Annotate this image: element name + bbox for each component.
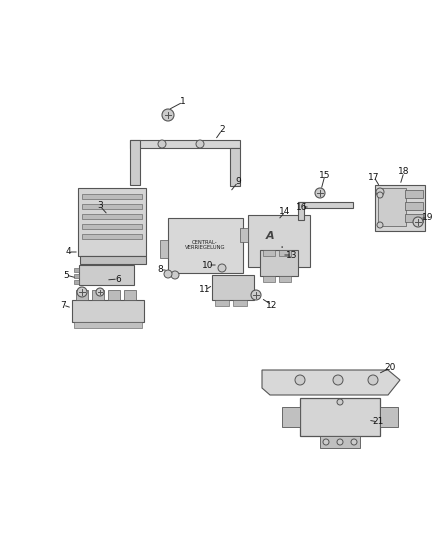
- Bar: [108, 290, 120, 300]
- Circle shape: [96, 288, 104, 296]
- Text: 5: 5: [63, 271, 69, 279]
- Text: ·: ·: [280, 241, 284, 255]
- Text: 20: 20: [384, 364, 396, 373]
- Bar: [405, 214, 423, 222]
- Text: 16: 16: [296, 203, 308, 212]
- Bar: [82, 214, 142, 219]
- Text: 2: 2: [219, 125, 225, 134]
- Bar: [74, 322, 142, 328]
- Bar: [233, 300, 247, 306]
- Circle shape: [315, 188, 325, 198]
- Circle shape: [171, 271, 179, 279]
- Bar: [72, 300, 144, 322]
- Bar: [160, 240, 168, 258]
- Bar: [380, 407, 398, 427]
- Bar: [300, 398, 380, 436]
- Circle shape: [162, 109, 174, 121]
- Circle shape: [376, 188, 384, 196]
- Text: 19: 19: [422, 214, 434, 222]
- Circle shape: [77, 287, 87, 297]
- Circle shape: [377, 192, 383, 198]
- Bar: [230, 148, 240, 186]
- Bar: [74, 280, 79, 284]
- Bar: [375, 185, 425, 231]
- Bar: [405, 202, 423, 210]
- Bar: [260, 250, 298, 276]
- Bar: [82, 234, 142, 239]
- Bar: [74, 274, 79, 278]
- Bar: [76, 290, 88, 300]
- Bar: [248, 215, 310, 267]
- Bar: [82, 224, 142, 229]
- Text: 9: 9: [235, 177, 241, 187]
- Bar: [130, 140, 240, 148]
- Bar: [92, 290, 104, 300]
- Text: 1: 1: [180, 98, 186, 107]
- Bar: [124, 290, 136, 300]
- Circle shape: [368, 375, 378, 385]
- Bar: [263, 250, 275, 256]
- Circle shape: [158, 140, 166, 148]
- Circle shape: [337, 399, 343, 405]
- Text: A: A: [266, 231, 274, 241]
- Circle shape: [351, 439, 357, 445]
- Bar: [282, 407, 300, 427]
- Text: 13: 13: [286, 251, 298, 260]
- Bar: [78, 188, 146, 256]
- Circle shape: [164, 270, 172, 278]
- Text: 17: 17: [368, 173, 380, 182]
- Text: 21: 21: [372, 417, 384, 426]
- Circle shape: [295, 375, 305, 385]
- Bar: [298, 202, 304, 220]
- Text: 18: 18: [398, 167, 410, 176]
- Text: 8: 8: [157, 265, 163, 274]
- Text: 3: 3: [97, 201, 103, 211]
- Bar: [79, 265, 134, 285]
- Bar: [82, 194, 142, 199]
- Circle shape: [251, 290, 261, 300]
- Circle shape: [377, 222, 383, 228]
- Bar: [80, 256, 146, 264]
- Text: 10: 10: [202, 261, 214, 270]
- Bar: [168, 218, 243, 273]
- Circle shape: [323, 439, 329, 445]
- Text: 11: 11: [199, 286, 211, 295]
- Text: 14: 14: [279, 207, 291, 216]
- Bar: [212, 275, 254, 300]
- Polygon shape: [262, 370, 400, 395]
- Bar: [82, 204, 142, 209]
- Bar: [279, 276, 291, 282]
- Bar: [405, 190, 423, 198]
- Circle shape: [333, 375, 343, 385]
- Bar: [298, 202, 353, 208]
- Text: 4: 4: [65, 247, 71, 256]
- Text: 7: 7: [60, 301, 66, 310]
- Circle shape: [413, 217, 423, 227]
- Bar: [320, 436, 360, 448]
- Circle shape: [196, 140, 204, 148]
- Bar: [215, 300, 229, 306]
- Bar: [240, 228, 248, 242]
- Bar: [279, 250, 291, 256]
- Bar: [74, 268, 79, 272]
- Text: CENTRAL-
VERRIEGELUNG: CENTRAL- VERRIEGELUNG: [185, 240, 225, 251]
- Text: 15: 15: [319, 171, 331, 180]
- Text: 6: 6: [115, 274, 121, 284]
- Bar: [130, 140, 140, 185]
- Circle shape: [218, 264, 226, 272]
- Bar: [263, 276, 275, 282]
- Circle shape: [337, 439, 343, 445]
- Text: 12: 12: [266, 301, 278, 310]
- Bar: [378, 188, 406, 226]
